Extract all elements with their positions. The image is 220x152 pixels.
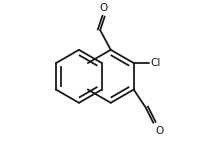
Text: O: O	[99, 3, 107, 13]
Text: Cl: Cl	[150, 58, 161, 68]
Text: O: O	[156, 126, 164, 136]
